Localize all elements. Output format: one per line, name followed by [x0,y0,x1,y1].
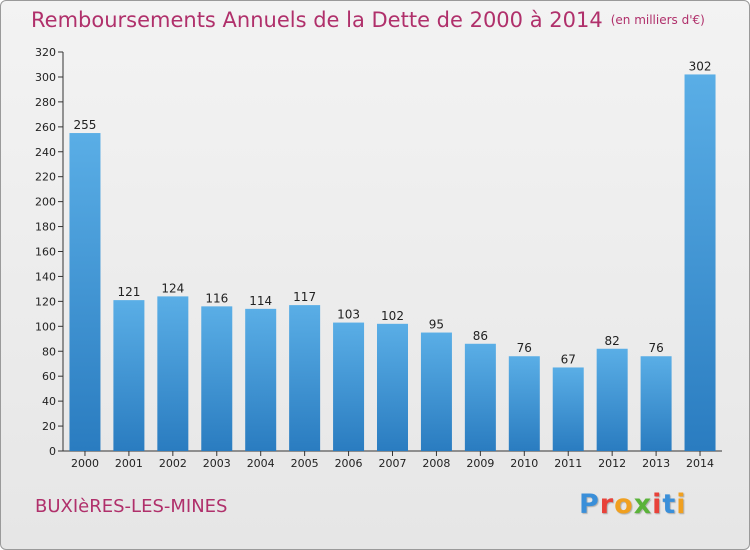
x-tick-label: 2012 [598,457,626,470]
bar-value-label: 255 [74,118,97,132]
x-tick-label: 2011 [554,457,582,470]
bar-value-label: 302 [689,59,712,73]
bar-value-label: 86 [473,329,488,343]
x-tick-label: 2007 [379,457,407,470]
y-tick-label: 80 [42,345,56,358]
logo-letter: x [633,489,653,520]
bar [508,356,540,451]
x-tick-label: 2010 [510,457,538,470]
chart-title-text: Remboursements Annuels de la Dette de 20… [31,8,603,32]
logo-letter: o [614,489,634,520]
bar [552,367,584,451]
y-tick-label: 200 [35,196,56,209]
bar-value-label: 121 [117,285,140,299]
chart-title: Remboursements Annuels de la Dette de 20… [31,8,705,32]
bar [333,322,365,451]
bar [69,133,101,451]
proxiti-logo: Proxiti [579,489,687,520]
y-tick-label: 60 [42,370,56,383]
bars: 255 121 124 116 114 117 103 102 95 86 76 67 82 76 302 [69,59,716,451]
y-tick-label: 260 [35,121,56,134]
bar [640,356,672,451]
bar-value-label: 117 [293,290,316,304]
y-tick-label: 140 [35,270,56,283]
bar-value-label: 76 [648,341,663,355]
bar [289,305,321,451]
x-tick-label: 2004 [247,457,275,470]
bar-value-label: 124 [161,281,184,295]
bar-value-label: 67 [561,352,576,366]
x-tick-label: 2001 [115,457,143,470]
y-tick-label: 300 [35,71,56,84]
bar [245,308,277,451]
bar [596,348,628,451]
x-tick-label: 2013 [642,457,670,470]
y-axis: 0 20 40 60 80 100 120 140 160 180 200 220 240 260 280 3… [35,46,64,458]
x-tick-label: 2005 [291,457,319,470]
y-tick-label: 120 [35,295,56,308]
y-tick-label: 220 [35,171,56,184]
y-tick-label: 160 [35,246,56,259]
y-tick-label: 240 [35,146,56,159]
logo-letter: r [599,489,615,520]
y-tick-label: 40 [42,395,56,408]
bar [157,296,189,451]
logo-letter: i [652,489,663,520]
chart-unit: (en milliers d'€) [610,13,705,27]
logo-letter: P [579,489,600,520]
bar-value-label: 95 [429,318,444,332]
x-tick-label: 2002 [159,457,187,470]
bar [377,323,408,451]
x-tick-label: 2014 [686,457,714,470]
logo-letter: t [662,489,677,520]
bar-value-label: 116 [205,291,228,305]
y-tick-label: 180 [35,221,56,234]
bar-value-label: 76 [517,341,532,355]
logo-letter: i [676,489,687,520]
x-axis: 2000 2001 2002 2003 2004 2005 2006 2007 2008 2009… [63,450,722,470]
x-tick-label: 2003 [203,457,231,470]
bar [113,300,145,451]
bar-value-label: 102 [381,309,404,323]
bar [420,332,452,451]
x-tick-label: 2009 [466,457,494,470]
y-tick-label: 0 [49,445,56,458]
bar [684,74,716,451]
bar [201,306,233,451]
y-tick-label: 100 [35,320,56,333]
x-tick-label: 2006 [335,457,363,470]
y-tick-label: 280 [35,96,56,109]
x-tick-label: 2008 [422,457,450,470]
bar-value-label: 114 [249,294,272,308]
bar-value-label: 103 [337,308,360,322]
bar-value-label: 82 [605,334,620,348]
commune-name: BUXIèRES-LES-MINES [35,496,228,517]
y-tick-label: 320 [35,46,56,59]
x-tick-label: 2000 [71,457,99,470]
bar [464,343,496,451]
y-tick-label: 20 [42,420,56,433]
